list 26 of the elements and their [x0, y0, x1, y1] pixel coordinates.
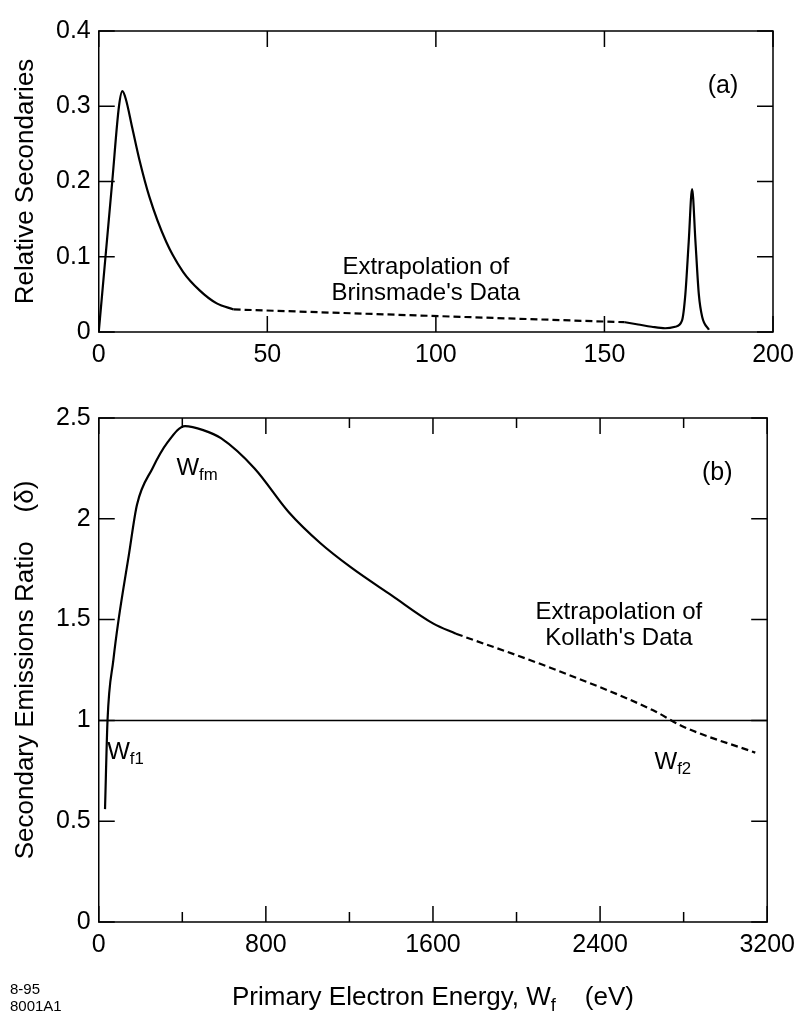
- y-tick-label: 0.3: [55, 90, 91, 119]
- x-tick-label: 150: [583, 338, 626, 367]
- annotation: (b): [701, 456, 733, 485]
- y-tick-label: 0.5: [55, 805, 91, 834]
- y-tick-label: 0.4: [55, 14, 91, 43]
- y-tick-label: 0: [76, 905, 91, 934]
- x-tick-label: 200: [752, 338, 794, 367]
- y-tick-label: 0.2: [55, 165, 91, 194]
- x-tick-label: 50: [253, 338, 282, 367]
- y-tick-label: 1.5: [55, 603, 91, 632]
- y-tick-label: 1: [76, 704, 91, 733]
- annotation: Extrapolation of Kollath's Data: [535, 596, 703, 651]
- y-tick-label: 2.5: [55, 401, 91, 430]
- y-axis-title: Secondary Emissions Ratio (δ): [9, 480, 40, 860]
- annotation: Extrapolation of Brinsmade's Data: [331, 252, 521, 306]
- annotation: (a): [707, 69, 739, 98]
- y-tick-label: 2: [76, 502, 91, 531]
- y-axis-title: Relative Secondaries: [9, 58, 40, 305]
- x-tick-label: 3200: [739, 928, 795, 957]
- x-tick-label: 1600: [405, 928, 461, 957]
- x-tick-label: 800: [245, 928, 287, 957]
- x-tick-label: 100: [415, 338, 457, 367]
- y-tick-label: 0: [76, 315, 91, 344]
- x-tick-label: 2400: [572, 928, 628, 957]
- y-tick-label: 0.1: [55, 240, 91, 269]
- text: 8-95 8001A1: [10, 980, 62, 1014]
